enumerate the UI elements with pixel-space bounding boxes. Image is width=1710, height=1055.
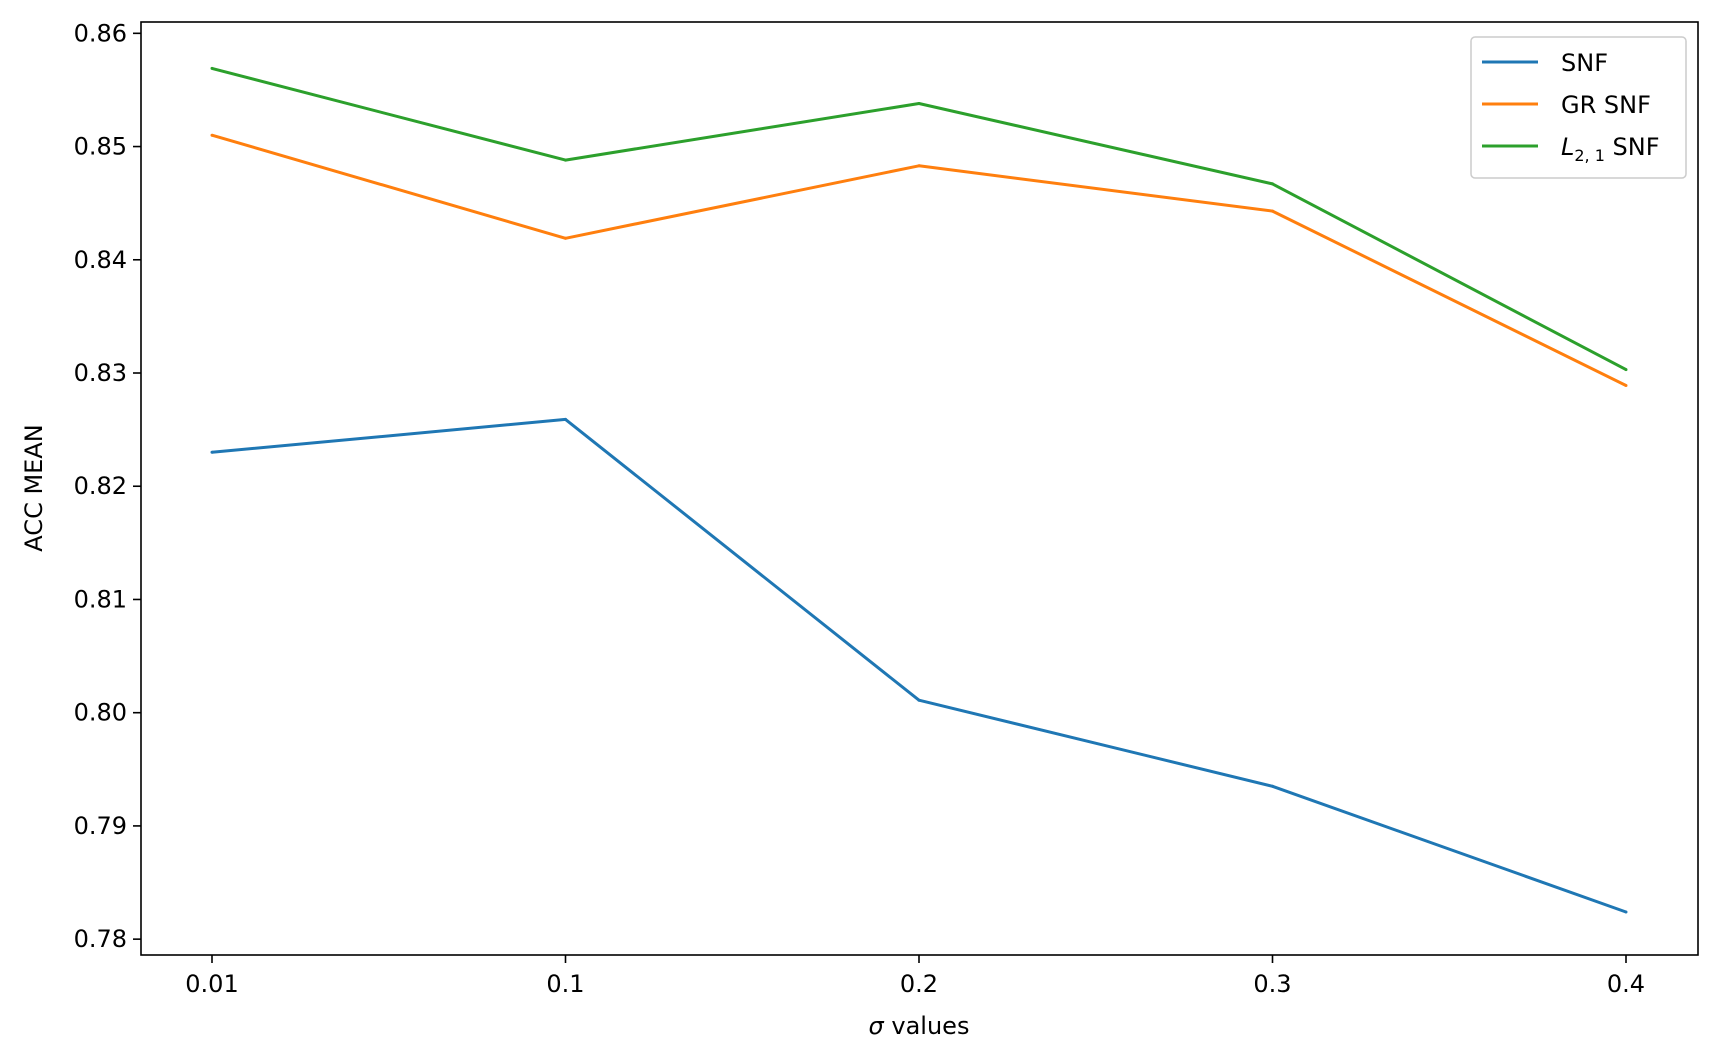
data-point-l21-snf-1	[564, 158, 567, 162]
x-axis-label-symbol: σ	[869, 1012, 885, 1040]
data-point-gr-snf-1	[564, 236, 567, 240]
legend-label-l21-snf: L2, 1 SNF	[1561, 133, 1660, 165]
data-point-snf-4	[1624, 910, 1628, 914]
legend-label-snf: SNF	[1561, 49, 1608, 77]
data-point-gr-snf-0	[210, 133, 214, 137]
data-point-l21-snf-4	[1624, 368, 1628, 372]
x-tick-label: 0.4	[1607, 970, 1645, 998]
data-point-l21-snf-3	[1271, 182, 1274, 186]
data-point-snf-0	[210, 450, 214, 454]
data-point-gr-snf-2	[917, 164, 921, 168]
y-tick-label: 0.78	[74, 925, 127, 953]
data-point-snf-2	[917, 698, 921, 702]
y-axis: 0.78 0.79 0.80 0.81 0.82 0.83 0.84 0.85 0.86	[74, 19, 141, 953]
x-axis-label-text: values	[884, 1012, 970, 1040]
legend-label-gr-snf: GR SNF	[1561, 91, 1651, 119]
x-tick-label: 0.01	[185, 970, 238, 998]
data-point-l21-snf-0	[210, 66, 214, 70]
y-tick-label: 0.79	[74, 812, 127, 840]
plot-background	[141, 22, 1698, 955]
y-tick-label: 0.81	[74, 585, 127, 613]
y-axis-label: ACC MEAN	[20, 424, 48, 551]
legend-box	[1470, 36, 1687, 179]
data-point-gr-snf-4	[1624, 384, 1628, 387]
legend-label-l21-rest: SNF	[1605, 133, 1660, 161]
y-tick-label: 0.84	[74, 246, 127, 274]
y-tick-label: 0.85	[74, 133, 127, 161]
data-point-snf-3	[1271, 784, 1274, 788]
x-tick-label: 0.1	[546, 970, 584, 998]
y-tick-label: 0.80	[74, 699, 127, 727]
y-tick-label: 0.82	[74, 472, 127, 500]
series-layer	[210, 66, 1628, 914]
legend-label-l21-sub: 2, 1	[1574, 146, 1605, 165]
data-point-snf-1	[564, 417, 567, 421]
legend: SNF GR SNF L2, 1 SNF	[1470, 36, 1687, 179]
legend-label-l21-main: L	[1561, 133, 1574, 161]
x-tick-label: 0.2	[900, 970, 938, 998]
y-tick-label: 0.86	[74, 19, 127, 47]
data-point-l21-snf-2	[917, 102, 921, 105]
x-axis-label: σ values	[869, 1012, 970, 1040]
data-point-gr-snf-3	[1271, 209, 1274, 213]
x-tick-label: 0.3	[1253, 970, 1291, 998]
x-axis: 0.01 0.1 0.2 0.3 0.4	[185, 955, 1645, 998]
y-tick-label: 0.83	[74, 359, 127, 387]
